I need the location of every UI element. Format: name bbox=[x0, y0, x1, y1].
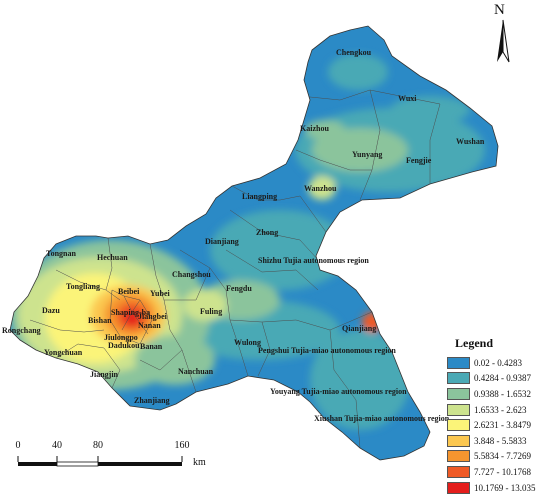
scale-tick-160: 160 bbox=[174, 440, 190, 451]
legend-label: 5.5834 - 7.7269 bbox=[474, 451, 531, 462]
label-zhanjiang: Zhanjiang bbox=[134, 396, 170, 405]
label-kaizhou: Kaizhou bbox=[300, 124, 329, 133]
label-shapingba: Shaping-ba bbox=[111, 308, 150, 317]
legend-swatch bbox=[447, 481, 470, 494]
label-yongchuan: Yongchuan bbox=[44, 348, 83, 357]
legend-label: 1.6533 - 2.623 bbox=[474, 404, 527, 415]
north-arrow-icon bbox=[497, 19, 510, 63]
legend-item: 1.6533 - 2.623 bbox=[447, 402, 550, 418]
legend-item: 0.02 - 0.4283 bbox=[447, 355, 550, 371]
place-labels: Chengkou Wuxi Kaizhou Yunyang Fengjie Wu… bbox=[2, 48, 485, 423]
legend-rows: 0.02 - 0.4283 0.4284 - 0.9387 0.9388 - 1.6… bbox=[447, 355, 550, 495]
legend-swatch bbox=[447, 387, 470, 400]
legend-item: 10.1769 - 13.035 bbox=[447, 480, 550, 496]
legend-swatch bbox=[447, 450, 470, 463]
label-dadukou: Dadukou bbox=[108, 341, 140, 350]
label-qianjiang: Qianjiang bbox=[342, 324, 376, 333]
label-tongnan: Tongnan bbox=[46, 249, 77, 258]
label-yubei: Yubei bbox=[150, 289, 170, 298]
legend-item: 3.848 - 5.5833 bbox=[447, 433, 550, 449]
label-wulong: Wulong bbox=[234, 338, 261, 347]
label-rongchang: Rongchang bbox=[2, 326, 41, 335]
scale-tick-0: 0 bbox=[15, 440, 21, 451]
legend-label: 10.1769 - 13.035 bbox=[474, 482, 536, 493]
scale-bar-graphic bbox=[17, 456, 183, 467]
legend-title: Legend bbox=[455, 336, 494, 350]
label-jiulongpo: Jiulongpo bbox=[104, 333, 138, 342]
label-wanzhou: Wanzhou bbox=[304, 184, 337, 193]
scale-unit: km bbox=[193, 457, 206, 468]
legend-swatch bbox=[447, 419, 470, 432]
scale-tick-40: 40 bbox=[52, 440, 62, 451]
legend-item: 7.727 - 10.1768 bbox=[447, 464, 550, 480]
legend-swatch bbox=[447, 356, 470, 369]
label-dazu: Dazu bbox=[42, 306, 60, 315]
label-wuxi: Wuxi bbox=[398, 94, 417, 103]
scale-bar: 0 40 80 160 km bbox=[10, 440, 210, 480]
label-wushan: Wushan bbox=[456, 137, 485, 146]
label-tongliang: Tongliang bbox=[66, 282, 100, 291]
label-pengshui: Pengshui Tujia-miao autonomous region bbox=[258, 346, 396, 355]
label-jiangjin: Jiangjin bbox=[90, 370, 119, 379]
label-nanan: Nanan bbox=[138, 321, 161, 330]
label-hechuan: Hechuan bbox=[97, 253, 128, 262]
legend-label: 0.4284 - 0.9387 bbox=[474, 373, 531, 384]
legend-label: 7.727 - 10.1768 bbox=[474, 466, 531, 477]
legend-label: 2.6231 - 3.8479 bbox=[474, 420, 531, 431]
legend-swatch bbox=[447, 465, 470, 478]
label-changshou: Changshou bbox=[172, 270, 211, 279]
legend-label: 3.848 - 5.5833 bbox=[474, 435, 527, 446]
label-beibei: Beibei bbox=[118, 287, 140, 296]
label-shizhu: Shizhu Tujia autonomous region bbox=[258, 256, 369, 265]
label-fengjie: Fengjie bbox=[406, 156, 432, 165]
label-liangping: Liangping bbox=[242, 192, 277, 201]
legend-swatch bbox=[447, 372, 470, 385]
legend-swatch bbox=[447, 434, 470, 447]
label-yunyang: Yunyang bbox=[352, 150, 382, 159]
label-chengkou: Chengkou bbox=[336, 48, 372, 57]
label-zhong: Zhong bbox=[256, 228, 278, 237]
legend-item: 5.5834 - 7.7269 bbox=[447, 449, 550, 465]
municipality-outline bbox=[9, 25, 499, 461]
legend-label: 0.9388 - 1.6532 bbox=[474, 388, 531, 399]
north-arrow-label: N bbox=[494, 2, 505, 18]
legend-swatch bbox=[447, 403, 470, 416]
legend-item: 0.4284 - 0.9387 bbox=[447, 371, 550, 387]
legend: Legend 0.02 - 0.4283 0.4284 - 0.9387 0.938… bbox=[447, 336, 550, 495]
label-dianjiang: Dianjiang bbox=[205, 237, 239, 246]
label-bishan: Bishan bbox=[88, 316, 112, 325]
label-nanchuan: Nanchuan bbox=[178, 367, 214, 376]
scale-tick-80: 80 bbox=[93, 440, 103, 451]
label-banan: Banan bbox=[140, 342, 163, 351]
label-xiushan: Xiushan Tujia-miao autonomous region bbox=[314, 414, 450, 423]
label-jiangbei: Jiangbei bbox=[138, 312, 168, 321]
label-fengdu: Fengdu bbox=[226, 284, 252, 293]
legend-item: 2.6231 - 3.8479 bbox=[447, 417, 550, 433]
legend-item: 0.9388 - 1.6532 bbox=[447, 386, 550, 402]
legend-label: 0.02 - 0.4283 bbox=[474, 357, 522, 368]
label-youyang: Youyang Tujia-miao autonomous region bbox=[270, 387, 407, 396]
label-fuling: Fuling bbox=[200, 307, 222, 316]
